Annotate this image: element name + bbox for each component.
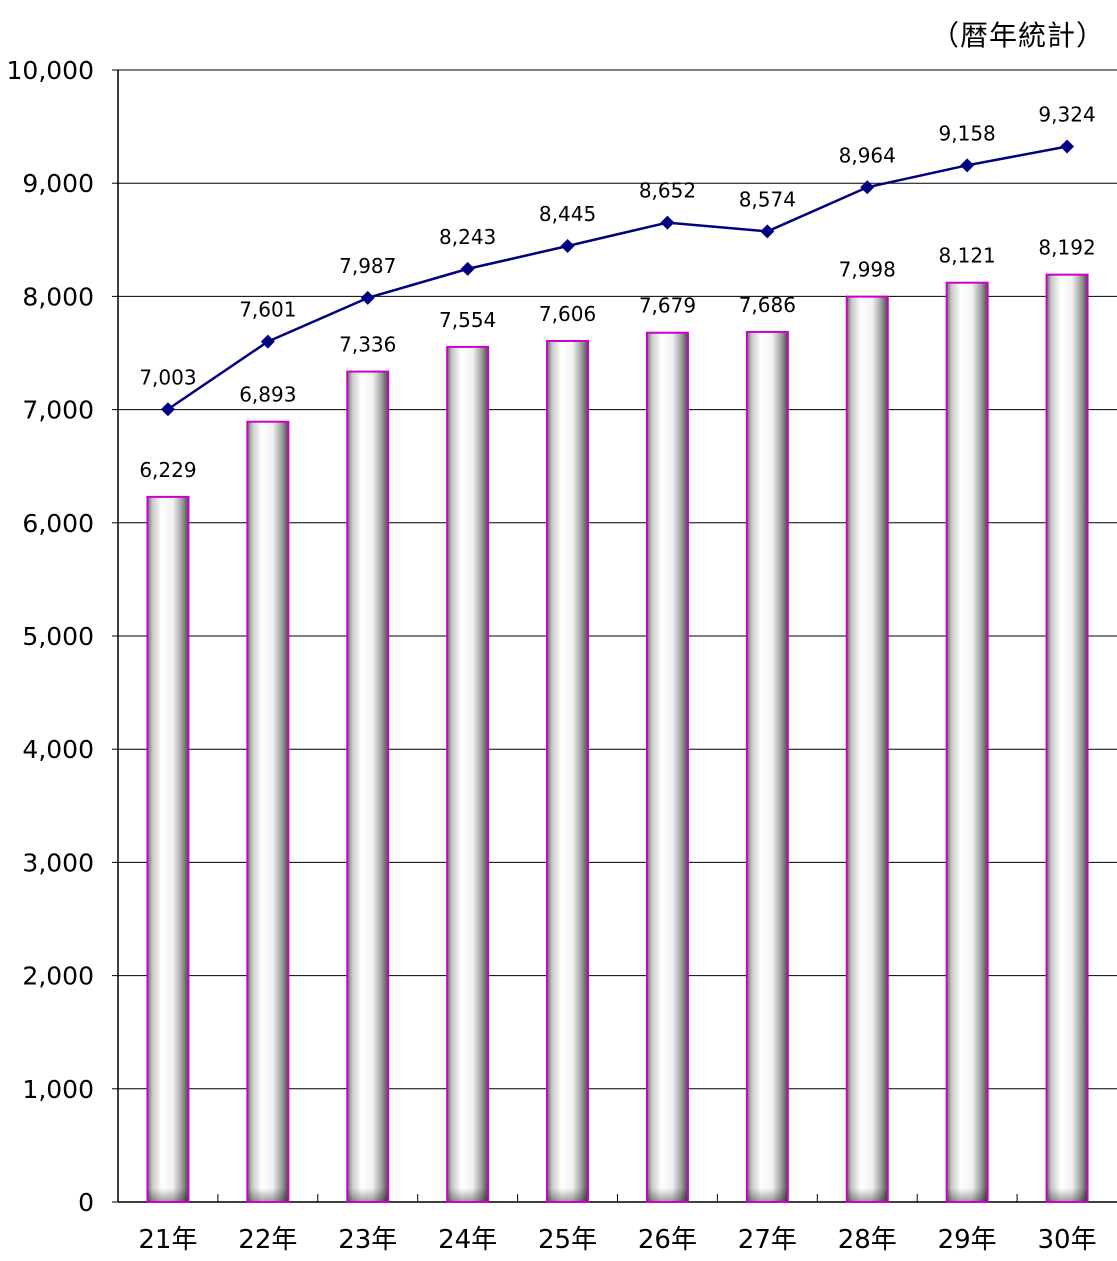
line-data-label: 7,987 — [339, 254, 396, 278]
line-marker — [560, 239, 575, 254]
y-tick-label: 1,000 — [22, 1075, 94, 1104]
line-data-label: 7,003 — [139, 365, 196, 389]
y-tick-label: 5,000 — [22, 622, 94, 651]
bar-base-shade — [847, 1188, 887, 1201]
line-marker — [860, 180, 875, 195]
bar-base-shade — [248, 1188, 288, 1201]
line-data-label: 8,243 — [439, 225, 496, 249]
x-tick-label: 25年 — [538, 1225, 597, 1255]
line-data-label: 9,324 — [1038, 103, 1095, 127]
bar — [546, 340, 590, 1203]
y-tick-label: 10,000 — [7, 56, 94, 85]
y-tick-label: 7,000 — [22, 396, 94, 425]
x-tick-label: 26年 — [638, 1225, 697, 1255]
line-marker — [260, 334, 275, 349]
bar — [745, 330, 789, 1203]
bar — [146, 495, 190, 1203]
line-data-label: 7,601 — [239, 298, 296, 322]
line-marker — [960, 158, 975, 173]
y-tick-label: 3,000 — [22, 848, 94, 877]
line-marker — [460, 261, 475, 276]
x-tick-label: 24年 — [438, 1225, 497, 1255]
bar-data-label: 8,121 — [939, 244, 996, 268]
line-marker — [760, 224, 775, 239]
line-data-label: 9,158 — [939, 121, 996, 145]
bar-data-label: 7,679 — [639, 294, 696, 318]
y-tick-label: 0 — [78, 1188, 94, 1217]
bar-data-label: 7,998 — [839, 258, 896, 282]
line-data-label: 8,574 — [739, 187, 796, 211]
bar-base-shade — [1047, 1188, 1087, 1201]
line-series — [167, 145, 1068, 411]
axis-layer: 0 1,000 2,000 3,000 4,000 5,000 6,000 7,000 8,00… — [7, 56, 1117, 1255]
line-data-label: 8,964 — [839, 143, 896, 167]
bar — [246, 420, 290, 1203]
chart-note: （暦年統計） — [930, 19, 1105, 52]
y-tick-label: 4,000 — [22, 735, 94, 764]
y-tick-label: 6,000 — [22, 509, 94, 538]
bar — [945, 281, 989, 1203]
bar — [1045, 273, 1089, 1203]
bar-layer — [146, 273, 1089, 1204]
y-tick-label: 2,000 — [22, 962, 94, 991]
bar-data-label: 7,336 — [339, 333, 396, 357]
line-marker — [660, 215, 675, 230]
line-marker — [360, 290, 375, 305]
bar-data-label: 8,192 — [1038, 236, 1095, 260]
bar — [346, 370, 390, 1203]
bar-data-label: 6,229 — [139, 458, 196, 482]
bar-base-shade — [947, 1188, 987, 1201]
bar-data-label: 7,606 — [539, 302, 596, 326]
x-tick-label: 22年 — [238, 1225, 297, 1255]
bar-base-shade — [148, 1188, 188, 1201]
y-tick-label: 8,000 — [22, 282, 94, 311]
label-layer: 6,229 6,893 7,336 7,554 7,606 7,679 7,686 7,998… — [139, 103, 1095, 482]
x-tick-label: 30年 — [1038, 1225, 1097, 1255]
x-tick-label: 27年 — [738, 1225, 797, 1255]
line-data-label: 8,445 — [539, 202, 596, 226]
x-tick-label: 29年 — [938, 1225, 997, 1255]
bar-base-shade — [647, 1188, 687, 1201]
x-tick-label: 21年 — [138, 1225, 197, 1255]
bar — [845, 295, 889, 1203]
bar-base-shade — [747, 1188, 787, 1201]
bar-data-label: 6,893 — [239, 383, 296, 407]
y-tick-label: 9,000 — [22, 169, 94, 198]
bar-data-label: 7,686 — [739, 293, 796, 317]
bar-base-shade — [348, 1188, 388, 1201]
line-data-label: 8,652 — [639, 179, 696, 203]
bar-data-label: 7,554 — [439, 308, 496, 332]
line-marker — [1060, 139, 1075, 154]
line-layer — [160, 139, 1075, 417]
x-tick-label: 28年 — [838, 1225, 897, 1255]
bar-base-shade — [548, 1188, 588, 1201]
bar — [645, 331, 689, 1204]
x-tick-label: 23年 — [338, 1225, 397, 1255]
line-marker — [160, 402, 175, 417]
bar-base-shade — [448, 1188, 488, 1201]
bar — [446, 345, 490, 1203]
